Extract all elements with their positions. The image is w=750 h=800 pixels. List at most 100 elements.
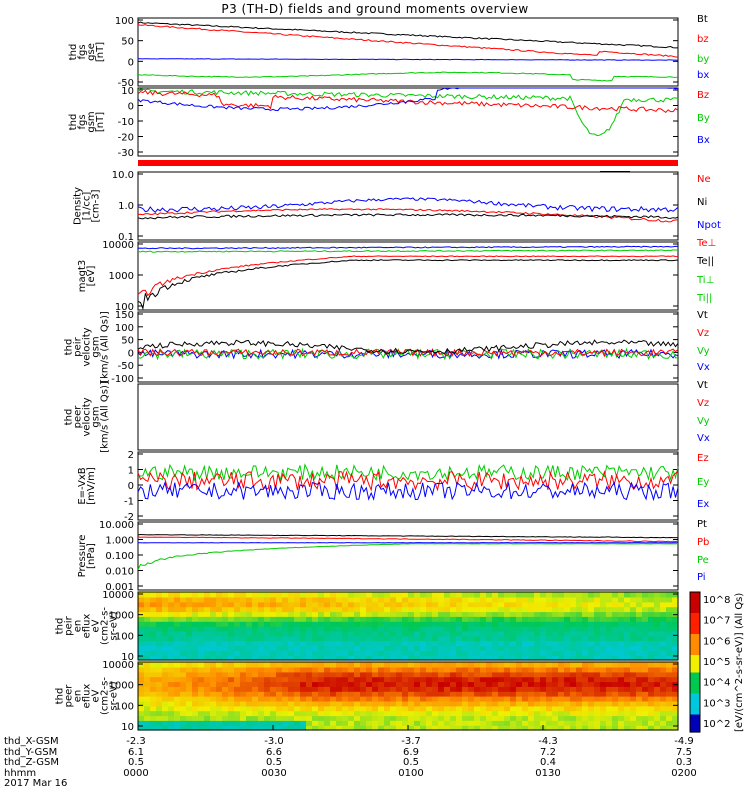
heatmap-cell	[456, 715, 463, 721]
heatmap-cell	[318, 666, 325, 673]
y-axis-label: fgs	[77, 44, 88, 59]
heatmap-cell	[366, 691, 373, 697]
heatmap-cell	[162, 686, 169, 692]
heatmap-cell	[306, 686, 313, 692]
heatmap-cell	[438, 666, 445, 673]
heatmap-cell	[372, 611, 379, 617]
heatmap-cell	[216, 720, 223, 726]
heatmap-cell	[378, 686, 385, 692]
heatmap-cell	[198, 621, 205, 627]
heatmap-cell	[498, 626, 505, 632]
heatmap-cell	[360, 650, 367, 656]
heatmap-cell	[546, 601, 553, 608]
heatmap-cell	[288, 611, 295, 617]
heatmap-cell	[492, 725, 499, 731]
heatmap-cell	[462, 621, 469, 627]
heatmap-cell	[336, 655, 343, 661]
heatmap-cell	[240, 626, 247, 632]
heatmap-cell	[624, 626, 631, 632]
heatmap-cell	[408, 606, 415, 613]
heatmap-cell	[552, 720, 559, 726]
heatmap-cell	[354, 666, 361, 673]
heatmap-cell	[570, 705, 577, 712]
heatmap-cell	[570, 640, 577, 647]
heatmap-cell	[546, 630, 553, 637]
heatmap-cell	[258, 626, 265, 632]
heatmap-cell	[420, 592, 427, 598]
heatmap-cell	[486, 635, 493, 642]
heatmap-cell	[204, 725, 211, 731]
heatmap-cell	[138, 645, 145, 651]
heatmap-cell	[360, 621, 367, 627]
heatmap-cell	[606, 691, 613, 697]
heatmap-cell	[432, 645, 439, 651]
heatmap-cell	[492, 606, 499, 613]
heatmap-cell	[564, 715, 571, 721]
heatmap-cell	[324, 720, 331, 726]
heatmap-cell	[168, 710, 175, 717]
heatmap-cell	[420, 720, 427, 726]
heatmap-cell	[210, 676, 217, 683]
heatmap-cell	[402, 666, 409, 673]
heatmap-cell	[282, 626, 289, 632]
heatmap-cell	[360, 655, 367, 661]
heatmap-cell	[528, 606, 535, 613]
heatmap-cell	[642, 671, 649, 678]
heatmap-cell	[156, 705, 163, 712]
x-tick-time: 0030	[261, 767, 287, 779]
heatmap-cell	[234, 700, 241, 707]
heatmap-cell	[324, 725, 331, 731]
heatmap-cell	[408, 681, 415, 687]
heatmap-cell	[666, 686, 673, 692]
y-axis-label: (cm2-s-	[100, 677, 111, 715]
heatmap-cell	[216, 596, 223, 603]
heatmap-cell	[366, 671, 373, 678]
heatmap-cell	[594, 676, 601, 683]
heatmap-cell	[222, 662, 229, 668]
heatmap-cell	[498, 621, 505, 627]
colorbar-cell	[690, 592, 700, 597]
y-tick-label: 100	[115, 323, 134, 334]
heatmap-cell	[318, 655, 325, 661]
heatmap-cell	[300, 630, 307, 637]
heatmap-cell	[462, 645, 469, 651]
heatmap-cell	[438, 696, 445, 702]
heatmap-cell	[600, 592, 607, 598]
heatmap-cell	[468, 671, 475, 678]
heatmap-cell	[174, 696, 181, 702]
heatmap-cell	[180, 710, 187, 717]
heatmap-cell	[366, 626, 373, 632]
heatmap-cell	[264, 686, 271, 692]
heatmap-cell	[606, 650, 613, 656]
heatmap-cell	[552, 635, 559, 642]
heatmap-cell	[228, 666, 235, 673]
row-label-x-gsm: thd_X-GSM	[4, 736, 59, 747]
heatmap-cell	[414, 691, 421, 697]
heatmap-cell	[336, 606, 343, 613]
heatmap-cell	[288, 691, 295, 697]
y-tick-label: 0	[128, 348, 134, 359]
heatmap-cell	[462, 725, 469, 731]
heatmap-cell	[204, 720, 211, 726]
heatmap-cell	[648, 596, 655, 603]
x-tick-y: 6.9	[403, 746, 419, 758]
heatmap-cell	[534, 662, 541, 668]
heatmap-cell	[648, 681, 655, 687]
panel-pressure	[137, 521, 679, 591]
legend-entry-by: by	[697, 54, 709, 65]
heatmap-cell	[528, 666, 535, 673]
heatmap-cell	[498, 720, 505, 726]
heatmap-cell	[180, 676, 187, 683]
heatmap-cell	[300, 626, 307, 632]
heatmap-cell	[594, 616, 601, 622]
heatmap-cell	[390, 640, 397, 647]
heatmap-cell	[492, 626, 499, 632]
heatmap-cell	[396, 645, 403, 651]
heatmap-cell	[366, 645, 373, 651]
heatmap-cell	[540, 596, 547, 603]
heatmap-cell	[438, 715, 445, 721]
heatmap-cell	[240, 676, 247, 683]
y-axis-label: en	[73, 690, 84, 703]
heatmap-cell	[474, 691, 481, 697]
heatmap-cell	[456, 666, 463, 673]
